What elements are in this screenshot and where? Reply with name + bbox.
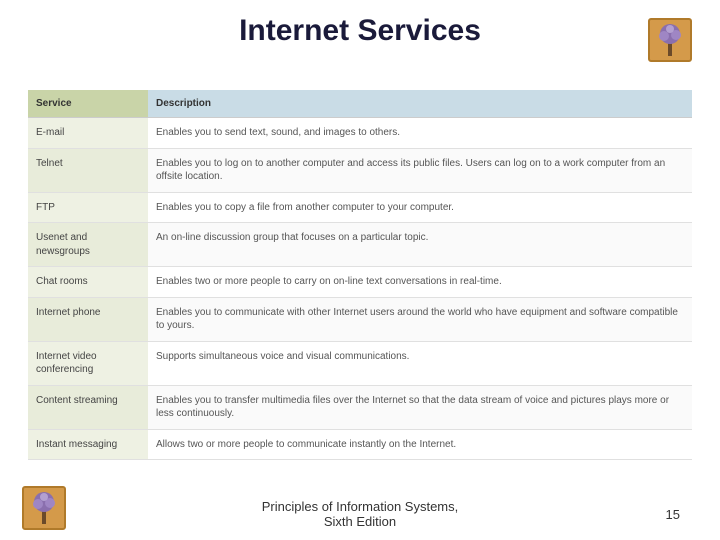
table-row: Internet video conferencing Supports sim… [28, 341, 692, 385]
cell-service: Internet phone [28, 297, 148, 341]
cell-description: Enables you to communicate with other In… [148, 297, 692, 341]
col-header-description: Description [148, 90, 692, 118]
slide-title: Internet Services [0, 14, 720, 48]
cell-service: Usenet and newsgroups [28, 223, 148, 267]
logo-top-right [648, 18, 692, 62]
cell-service: Internet video conferencing [28, 341, 148, 385]
slide: Internet Services Service Description E-… [0, 0, 720, 540]
page-number: 15 [666, 507, 680, 522]
cell-service: Chat rooms [28, 267, 148, 298]
table-row: Content streaming Enables you to transfe… [28, 385, 692, 429]
table-row: Telnet Enables you to log on to another … [28, 148, 692, 192]
cell-description: Enables you to copy a file from another … [148, 192, 692, 223]
table-row: Instant messaging Allows two or more peo… [28, 429, 692, 460]
table-header-row: Service Description [28, 90, 692, 118]
footer-line-1: Principles of Information Systems, [262, 499, 459, 514]
cell-service: Content streaming [28, 385, 148, 429]
table-row: Usenet and newsgroups An on-line discuss… [28, 223, 692, 267]
cell-description: Enables you to transfer multimedia files… [148, 385, 692, 429]
cell-service: Instant messaging [28, 429, 148, 460]
table-row: Chat rooms Enables two or more people to… [28, 267, 692, 298]
table-row: E-mail Enables you to send text, sound, … [28, 118, 692, 149]
cell-service: E-mail [28, 118, 148, 149]
cell-description: An on-line discussion group that focuses… [148, 223, 692, 267]
cell-service: Telnet [28, 148, 148, 192]
cell-description: Enables two or more people to carry on o… [148, 267, 692, 298]
cell-description: Allows two or more people to communicate… [148, 429, 692, 460]
services-table: Service Description E-mail Enables you t… [28, 90, 692, 460]
table-row: Internet phone Enables you to communicat… [28, 297, 692, 341]
col-header-service: Service [28, 90, 148, 118]
footer-line-2: Sixth Edition [324, 514, 396, 529]
cell-description: Enables you to send text, sound, and ima… [148, 118, 692, 149]
cell-description: Supports simultaneous voice and visual c… [148, 341, 692, 385]
cell-service: FTP [28, 192, 148, 223]
table-row: FTP Enables you to copy a file from anot… [28, 192, 692, 223]
footer-text: Principles of Information Systems, Sixth… [0, 499, 720, 530]
services-table-container: Service Description E-mail Enables you t… [28, 90, 692, 460]
cell-description: Enables you to log on to another compute… [148, 148, 692, 192]
